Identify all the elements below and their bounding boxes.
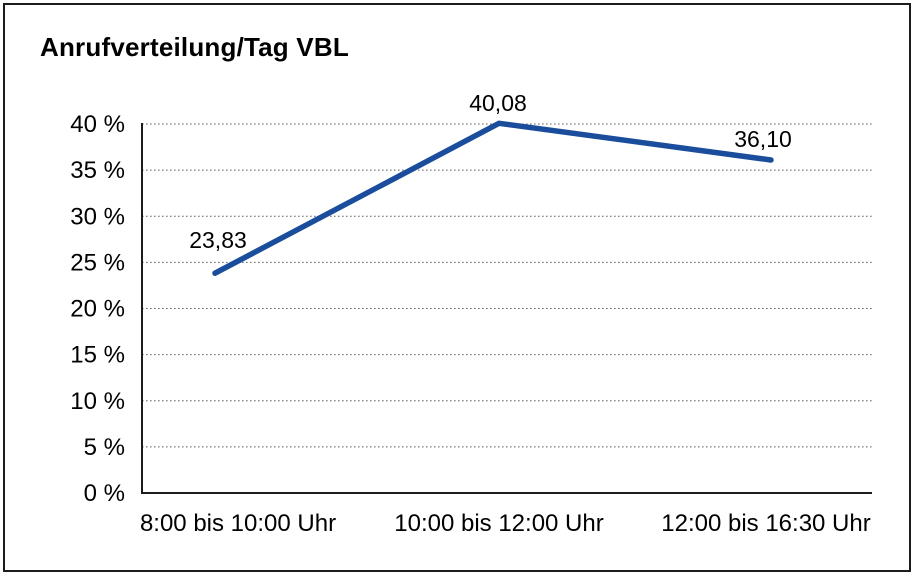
y-tick-label: 15 % — [70, 342, 125, 369]
data-value-label: 40,08 — [469, 90, 527, 116]
y-tick-label: 0 % — [84, 480, 125, 507]
chart-title: Anrufverteilung/Tag VBL — [40, 32, 349, 62]
y-tick-label: 25 % — [70, 249, 125, 276]
y-tick-label: 10 % — [70, 388, 125, 415]
data-value-label: 23,83 — [189, 227, 247, 253]
data-value-label: 36,10 — [734, 126, 792, 152]
y-tick-label: 5 % — [84, 434, 125, 461]
y-tick-label: 35 % — [70, 157, 125, 184]
data-series-line — [212, 120, 774, 276]
y-tick-label: 20 % — [70, 296, 125, 323]
x-category-label: 12:00 bis 16:30 Uhr — [661, 510, 870, 537]
x-category-label: 8:00 bis 10:00 Uhr — [140, 510, 336, 537]
y-tick-label: 30 % — [70, 203, 125, 230]
x-category-label: 10:00 bis 12:00 Uhr — [394, 510, 603, 537]
chart-frame — [3, 3, 911, 572]
y-tick-label: 40 % — [70, 111, 125, 138]
